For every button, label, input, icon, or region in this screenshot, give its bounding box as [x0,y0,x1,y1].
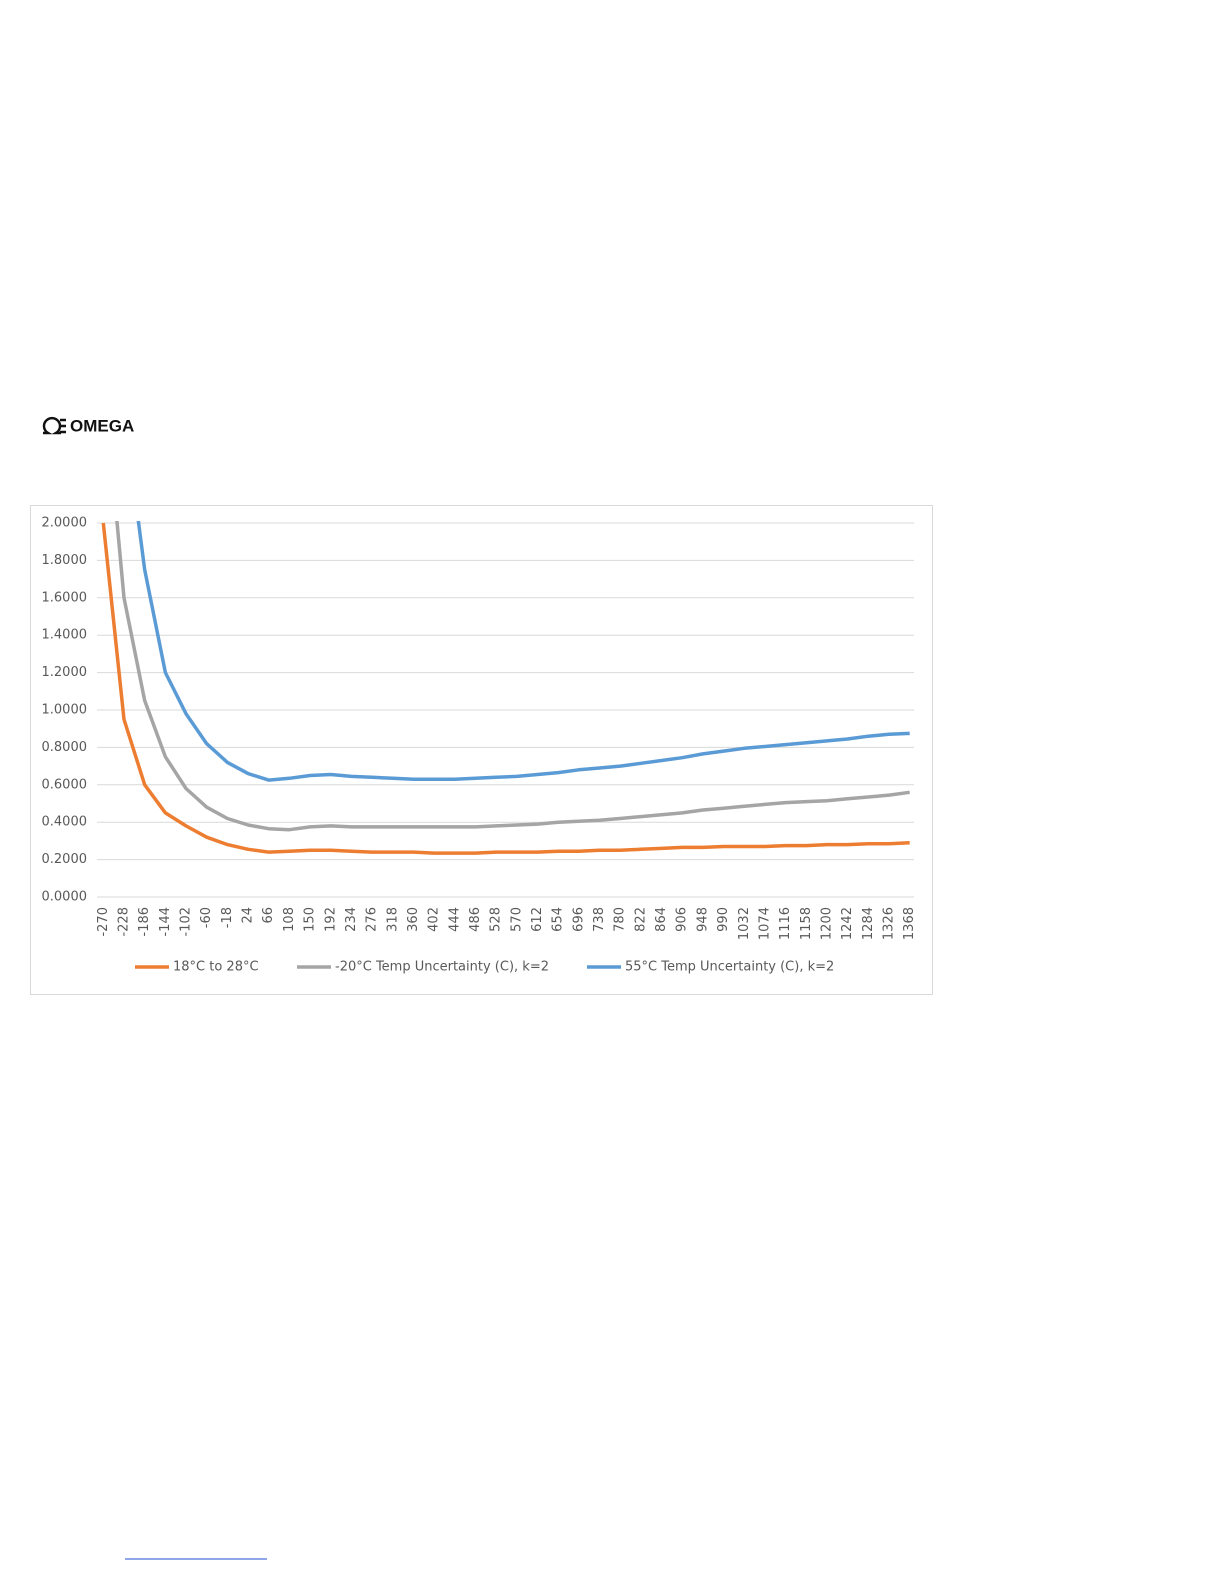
x-tick-label: 1368 [902,907,917,940]
x-tick-label: 108 [282,907,297,932]
x-tick-label: 276 [365,907,380,932]
x-tick-label: 654 [551,907,566,932]
x-tick-label: 360 [406,907,421,932]
x-tick-label: 1116 [778,907,793,940]
series-line [136,521,910,782]
x-tick-label: 1158 [799,907,814,940]
x-tick-label: 66 [261,907,276,924]
series-group [101,521,910,855]
x-tick-label: 990 [716,907,731,932]
y-tick-label: 0.6000 [42,777,88,792]
legend-label: 18°C to 28°C [173,960,259,975]
x-tick-label: 780 [613,907,628,932]
y-tick-label: 1.0000 [42,703,88,718]
x-tick-label: -60 [199,907,214,928]
x-tick-label: 528 [489,907,504,932]
x-tick-label: -186 [137,907,152,937]
x-tick-label: 822 [633,907,648,932]
x-tick-label: 738 [592,907,607,932]
logo-symbol [60,418,66,434]
y-tick-label: 0.8000 [42,740,88,755]
x-tick-label: 906 [675,907,690,932]
x-tick-label: 1200 [819,907,834,940]
x-tick-label: 1074 [757,907,772,940]
y-tick-label: 1.4000 [42,628,88,643]
x-tick-label: 150 [303,907,318,932]
y-tick-label: 0.4000 [42,815,88,830]
x-tick-label: 1284 [861,907,876,940]
chart-frame [30,505,933,995]
x-tick-label: 486 [468,907,483,932]
x-tick-label: 192 [323,907,338,932]
x-tick-label: 234 [344,907,359,932]
x-tick-label: 612 [530,907,545,932]
x-tick-label: 1242 [840,907,855,940]
x-tick-label: -270 [96,907,111,937]
x-tick-label: -18 [220,907,235,928]
x-tick-label: 402 [427,907,442,932]
x-tick-label: -102 [179,907,194,937]
y-tick-label: 2.0000 [42,516,88,531]
legend-label: -20°C Temp Uncertainty (C), k=2 [335,960,549,975]
x-tick-label: -228 [117,907,132,937]
series-line [115,521,910,832]
legend-label: 55°C Temp Uncertainty (C), k=2 [625,960,834,975]
x-tick-label: 948 [695,907,710,932]
y-tick-label: 1.6000 [42,590,88,605]
logo: OMEGA [42,416,134,435]
logo-text: OMEGA [70,416,134,435]
x-tick-label: 24 [241,907,256,924]
y-tick-label: 1.2000 [42,665,88,680]
y-tick-label: 0.2000 [42,852,88,867]
x-tick-label: 1326 [881,907,896,940]
x-tick-label: 1032 [737,907,752,940]
y-tick-label: 0.0000 [42,890,88,905]
x-tick-label: 570 [509,907,524,932]
x-tick-label: 318 [385,907,400,932]
y-tick-label: 1.8000 [42,553,88,568]
logo-symbol [42,416,62,435]
x-tick-label: 864 [654,907,669,932]
series-line [101,522,910,855]
x-tick-label: -144 [158,907,173,937]
x-tick-label: 696 [571,907,586,932]
x-tick-label: 444 [447,907,462,932]
